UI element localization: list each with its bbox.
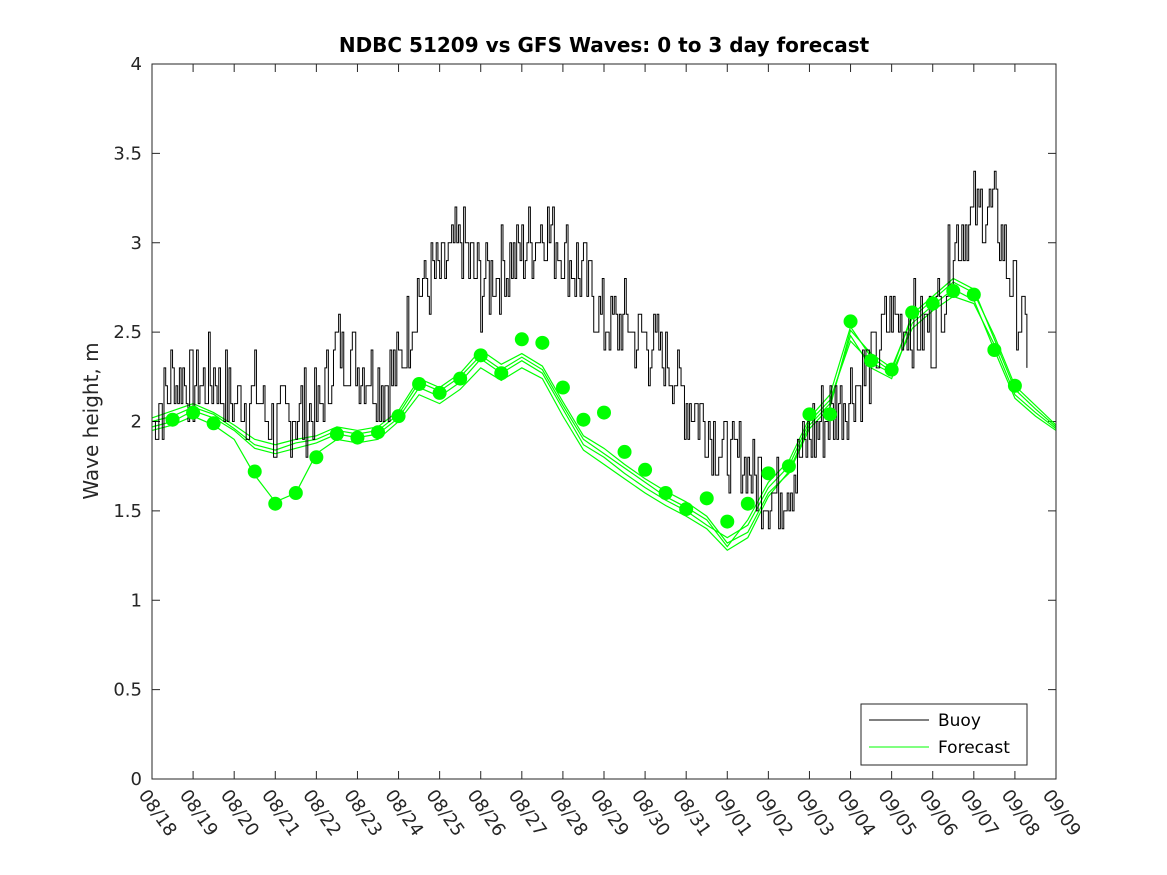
forecast-marker bbox=[699, 491, 714, 506]
forecast-run-line-4 bbox=[151, 277, 1057, 548]
forecast-marker bbox=[329, 427, 344, 442]
legend: Buoy Forecast bbox=[860, 703, 1028, 766]
forecast-marker bbox=[268, 496, 283, 511]
forecast-run-line-1 bbox=[151, 295, 1057, 539]
forecast-marker bbox=[412, 376, 427, 391]
forecast-marker bbox=[309, 450, 324, 465]
forecast-marker bbox=[432, 385, 447, 400]
forecast-marker bbox=[535, 335, 550, 350]
forecast-marker bbox=[597, 405, 611, 420]
forecast-marker bbox=[1007, 378, 1022, 393]
forecast-series bbox=[151, 277, 1057, 551]
forecast-marker bbox=[576, 412, 591, 427]
forecast-marker bbox=[494, 366, 509, 381]
y-tick-label: 2 bbox=[131, 412, 142, 433]
y-tick-label: 1 bbox=[131, 590, 142, 611]
forecast-marker bbox=[740, 496, 755, 511]
forecast-marker bbox=[555, 380, 570, 395]
forecast-marker bbox=[905, 305, 920, 320]
y-axis-label: Wave height, m bbox=[79, 342, 103, 499]
forecast-marker bbox=[453, 371, 468, 386]
plot-area bbox=[152, 64, 1056, 779]
forecast-markers bbox=[165, 284, 1022, 529]
forecast-marker bbox=[843, 314, 858, 329]
forecast-marker bbox=[206, 416, 221, 431]
y-tick-label: 3 bbox=[131, 233, 142, 254]
chart-title: NDBC 51209 vs GFS Waves: 0 to 3 day fore… bbox=[339, 33, 870, 57]
forecast-marker bbox=[165, 412, 180, 427]
forecast-marker bbox=[186, 405, 201, 420]
forecast-marker bbox=[987, 343, 1002, 357]
y-tick-label: 1.5 bbox=[113, 501, 142, 522]
forecast-marker bbox=[864, 353, 879, 368]
forecast-marker bbox=[288, 486, 303, 500]
forecast-marker bbox=[679, 502, 694, 517]
legend-box bbox=[860, 703, 1028, 766]
y-tick-label: 0.5 bbox=[113, 680, 142, 701]
forecast-marker bbox=[925, 296, 940, 311]
forecast-marker bbox=[823, 407, 837, 422]
forecast-marker bbox=[617, 444, 632, 459]
forecast-marker bbox=[720, 514, 735, 529]
plot-frame bbox=[151, 63, 1057, 780]
forecast-marker bbox=[946, 284, 961, 299]
y-tick-label: 3.5 bbox=[113, 143, 142, 164]
y-tick-label: 2.5 bbox=[113, 322, 142, 343]
forecast-marker bbox=[884, 362, 899, 377]
forecast-marker bbox=[350, 430, 365, 445]
forecast-marker bbox=[247, 464, 262, 479]
forecast-marker bbox=[473, 348, 488, 363]
y-tick-label: 4 bbox=[131, 54, 142, 75]
forecast-marker bbox=[658, 486, 673, 500]
forecast-marker bbox=[638, 462, 653, 477]
forecast-run-line-3 bbox=[151, 288, 1057, 551]
y-tick-label: 0 bbox=[131, 769, 142, 790]
buoy-line bbox=[152, 170, 1028, 530]
forecast-marker bbox=[391, 409, 406, 424]
buoy-series bbox=[152, 170, 1028, 530]
forecast-marker bbox=[514, 332, 529, 347]
legend-buoy-label: Buoy bbox=[938, 711, 981, 731]
forecast-marker bbox=[802, 407, 817, 422]
forecast-marker bbox=[781, 459, 796, 474]
forecast-marker bbox=[371, 425, 385, 440]
legend-forecast-label: Forecast bbox=[938, 738, 1010, 758]
forecast-marker bbox=[761, 466, 776, 481]
forecast-marker bbox=[966, 287, 981, 302]
y-tick-labels: 0 0.5 1 1.5 2 2.5 3 3.5 4 bbox=[113, 54, 142, 790]
